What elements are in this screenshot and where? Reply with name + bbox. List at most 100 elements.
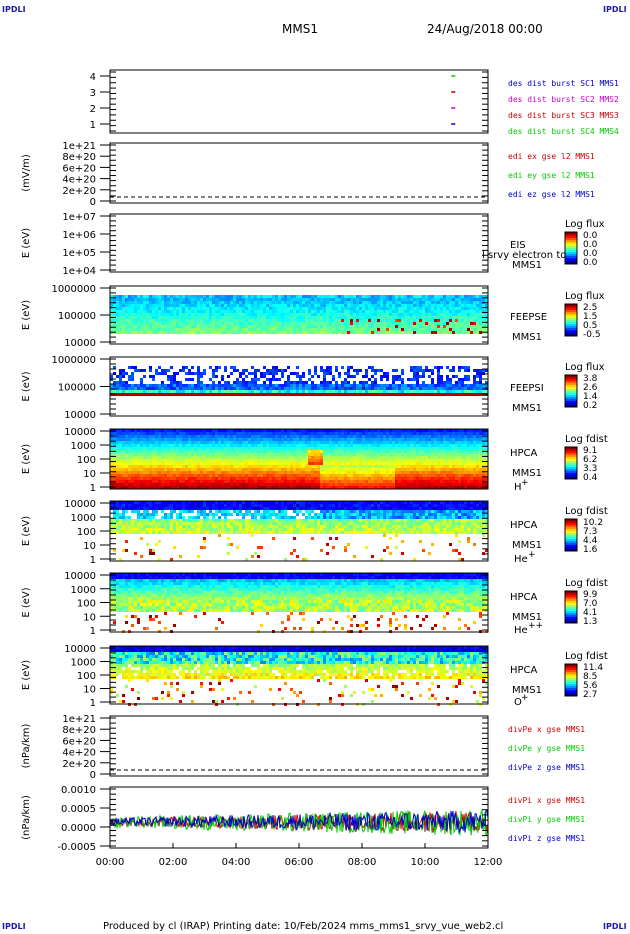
colorbar — [564, 518, 578, 552]
legend-entry: edi ey gse l2 MMS1 — [508, 171, 595, 180]
colorbar — [564, 590, 578, 624]
panel-divpi — [100, 786, 489, 849]
colorbar-label: 7.3 — [583, 527, 597, 537]
colorbar-label: 0.5 — [583, 321, 597, 331]
y-axis-label: (nPa/km) — [21, 795, 32, 840]
y-tick-label: 100000 — [58, 311, 96, 322]
instrument-label: EIS — [510, 240, 526, 251]
y-tick-label: 1000000 — [51, 284, 96, 295]
y-axis-label: (nPa/km) — [21, 724, 32, 769]
date-title: 24/Aug/2018 00:00 — [427, 22, 543, 36]
y-tick-label: 0.0010 — [61, 785, 96, 796]
colorbar-label: 2.5 — [583, 303, 597, 313]
panel-hpca_hepp — [100, 572, 578, 633]
colorbar-label: 1.5 — [583, 312, 597, 322]
instrument-label: HPCA — [510, 665, 538, 676]
y-tick-label: 0 — [90, 197, 96, 208]
y-axis-label: E (eV) — [21, 587, 32, 617]
legend-entry: divPi z gse MMS1 — [508, 834, 585, 843]
species-charge: + — [521, 693, 529, 703]
y-tick-label: 10 — [83, 469, 96, 480]
y-tick-label: 100 — [77, 455, 96, 466]
instrument-spacecraft: MMS1 — [512, 332, 542, 343]
panel-burst — [100, 69, 489, 134]
y-tick-label: 1e+04 — [62, 266, 96, 277]
colorbar-label: 7.0 — [583, 599, 598, 609]
panel-frame — [109, 715, 489, 777]
colorbar-label: 0.0 — [583, 231, 598, 241]
y-tick-label: 8e+20 — [62, 725, 96, 736]
y-tick-label: 4e+20 — [62, 175, 96, 186]
y-tick-label: 1e+07 — [62, 212, 96, 223]
colorbar-label: 0.4 — [583, 473, 598, 483]
colorbar — [564, 446, 578, 480]
instrument-label: FEEPSE — [510, 312, 547, 323]
colorbar-label: 3.3 — [583, 464, 597, 474]
overlay-text: l srvy electron to — [482, 250, 566, 261]
colorbar-label: 0.2 — [583, 401, 597, 411]
instrument-spacecraft: MMS1 — [512, 540, 542, 551]
panel-feepse — [100, 285, 578, 345]
panel-eis — [100, 213, 578, 273]
colorbar — [564, 231, 578, 265]
y-tick-label: 1e+05 — [62, 248, 96, 259]
y-tick-label: 4 — [90, 72, 96, 83]
x-tick-label: 06:00 — [285, 857, 314, 868]
panel-hpca_h — [100, 428, 578, 490]
y-tick-label: 1 — [90, 483, 96, 494]
y-tick-label: 6e+20 — [62, 736, 96, 747]
y-tick-label: 10 — [83, 541, 96, 552]
legend-entry: des dist burst SC1 MMS1 — [508, 79, 619, 88]
x-tick-label: 02:00 — [159, 857, 188, 868]
colorbar-title: Log flux — [565, 362, 605, 373]
panel-frame — [109, 69, 489, 134]
colorbar-label: -0.5 — [583, 330, 601, 340]
y-axis-label: E (eV) — [21, 228, 32, 258]
instrument-label: HPCA — [510, 592, 538, 603]
y-axis-label: E (eV) — [21, 516, 32, 546]
colorbar — [564, 303, 578, 337]
colorbar-label: 0.0 — [583, 258, 598, 268]
y-tick-label: 1e+21 — [62, 141, 96, 152]
instrument-spacecraft: MMS1 — [512, 260, 542, 271]
y-axis-label: E (eV) — [21, 444, 32, 474]
species-label: He — [514, 554, 528, 565]
y-tick-label: 6e+20 — [62, 163, 96, 174]
colorbar-label: 10.2 — [583, 518, 603, 528]
x-tick-label: 00:00 — [96, 857, 125, 868]
y-tick-label: 0 — [90, 770, 96, 781]
y-tick-label: 10000 — [64, 338, 96, 349]
colorbar-title: Log flux — [565, 291, 605, 302]
y-tick-label: 10000 — [64, 571, 96, 582]
colorbar-label: 5.6 — [583, 681, 598, 691]
colorbar-label: 2.7 — [583, 690, 597, 700]
y-axis-label: E (eV) — [21, 371, 32, 401]
corner-label-bottom-right: IPDLI — [603, 922, 627, 931]
y-tick-label: 1 — [90, 120, 96, 131]
colorbar-label: 9.9 — [583, 590, 598, 600]
panel-hpca_he — [100, 500, 578, 562]
x-tick-label: 12:00 — [474, 857, 503, 868]
y-tick-label: 10000 — [64, 410, 96, 421]
colorbar-label: 1.4 — [583, 392, 598, 402]
y-tick-label: 1000 — [71, 658, 96, 669]
mission-title: MMS1 — [282, 22, 318, 36]
species-label: O — [514, 697, 522, 708]
colorbar-label: 1.6 — [583, 545, 598, 555]
species-charge: ++ — [528, 621, 543, 631]
colorbar-label: 0.0 — [583, 249, 598, 259]
species-label: H — [514, 482, 522, 493]
instrument-spacecraft: MMS1 — [512, 612, 542, 623]
y-tick-label: 100 — [77, 599, 96, 610]
y-tick-label: -0.0005 — [57, 842, 96, 853]
y-tick-label: 1 — [90, 698, 96, 709]
y-axis-label: (mV/m) — [21, 154, 32, 192]
panel-hpca_o — [100, 645, 578, 706]
legend-entry: divPi x gse MMS1 — [508, 796, 585, 805]
legend-entry: divPe z gse MMS1 — [508, 763, 585, 772]
corner-label-top-right: IPDLI — [603, 5, 627, 14]
instrument-label: HPCA — [510, 520, 538, 531]
instrument-spacecraft: MMS1 — [512, 468, 542, 479]
y-tick-label: 10 — [83, 685, 96, 696]
